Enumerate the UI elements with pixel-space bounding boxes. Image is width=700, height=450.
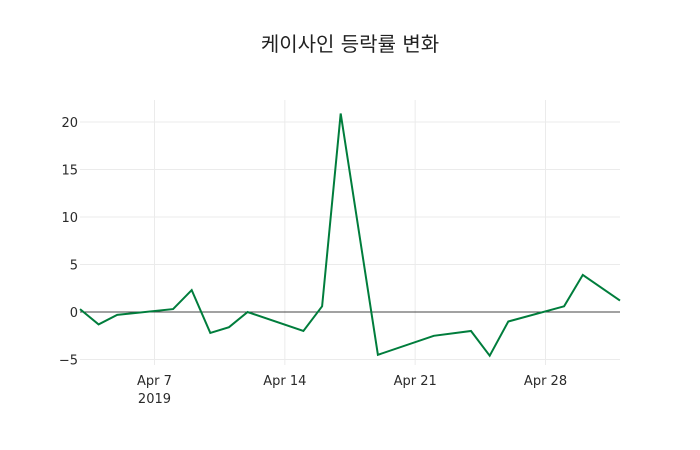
y-tick-label: 5 <box>70 259 78 274</box>
x-tick-label: Apr 28 <box>524 374 567 389</box>
data-series <box>79 113 621 358</box>
chart-title: 케이사인 등락률 변화 <box>260 32 440 56</box>
y-tick-label: 15 <box>61 164 78 179</box>
y-axis: −5 0 5 10 15 20 <box>59 116 78 369</box>
x-tick-label: Apr 14 <box>263 374 306 389</box>
gridlines <box>80 100 620 365</box>
y-tick-label: 10 <box>61 211 78 226</box>
x-axis: Apr 7 2019 Apr 14 Apr 21 Apr 28 <box>137 374 567 407</box>
x-tick-label: Apr 21 <box>394 374 437 389</box>
x-tick-label: Apr 7 <box>137 374 172 389</box>
y-tick-label: −5 <box>59 354 78 369</box>
series-line <box>79 113 621 358</box>
y-tick-label: 20 <box>61 116 78 131</box>
x-tick-year-label: 2019 <box>138 392 171 407</box>
y-tick-label: 0 <box>70 306 78 321</box>
